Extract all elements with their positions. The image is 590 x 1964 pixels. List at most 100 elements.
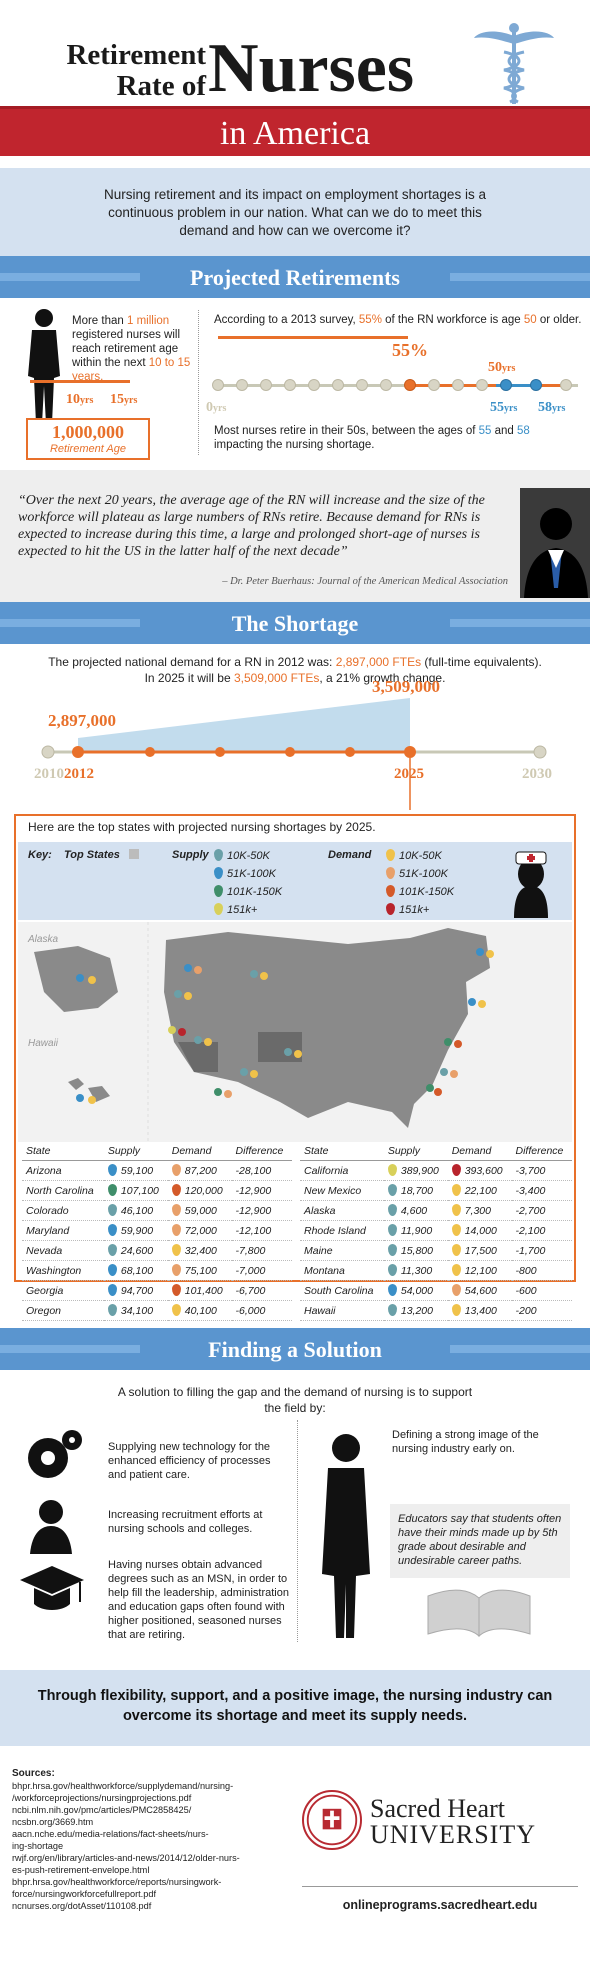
age-55-label: 55yrs [490, 400, 518, 415]
supply-value: 34,100 [120, 1305, 154, 1317]
graduation-cap-icon [20, 1566, 84, 1610]
yrs-10-label: 10yrs [66, 392, 94, 407]
source-line: aacn.nche.edu/media-relations/fact-sheet… [12, 1829, 209, 1839]
supply-pin-icon [107, 1164, 117, 1176]
year-2012-label: 2012 [64, 766, 94, 782]
difference-value: -28,100 [235, 1164, 272, 1177]
state-name: Maryland [26, 1224, 70, 1237]
source-line: rwjf.org/en/library/articles-and-news/20… [12, 1853, 240, 1863]
header: Retirement Rate of Nurses in America [0, 0, 590, 170]
supply-pin-icon [387, 1264, 397, 1276]
demand-pin-icon [171, 1304, 181, 1316]
solution-divider [297, 1420, 298, 1642]
title-big: Nurses [208, 30, 415, 107]
table-row: New Mexico 18,700 22,100 -3,400 [300, 1180, 572, 1201]
sources-heading: Sources: [12, 1768, 55, 1779]
nurse-silhouette-icon [28, 309, 60, 424]
supply-pin-icon [387, 1164, 397, 1176]
solution-item-recruitment: Increasing recruitment efforts at nursin… [108, 1509, 263, 1535]
demand-value: 101,400 [184, 1285, 223, 1297]
state-name: North Carolina [26, 1184, 94, 1197]
difference-value: -800 [515, 1264, 537, 1277]
demand-value: 75,100 [184, 1265, 217, 1277]
state-name: Colorado [26, 1204, 69, 1217]
supply-value: 18,700 [400, 1185, 433, 1197]
source-line: ncnurses.org/dotAsset/110108.pdf [12, 1901, 152, 1911]
million-nurses-text: More than 1 million registered nurses wi… [72, 315, 191, 383]
demand-value: 12,100 [464, 1265, 497, 1277]
shortage-section: The projected national demand for a RN i… [0, 650, 590, 820]
us-mainland-shape [164, 928, 490, 1128]
pct-bar [218, 336, 408, 339]
difference-value: -12,900 [235, 1204, 272, 1217]
solution-item-technology: Supplying new technology for the enhance… [108, 1441, 271, 1481]
hawaii-label: Hawaii [28, 1038, 59, 1049]
student-icon [30, 1500, 72, 1554]
table-row: Colorado 46,100 59,000 -12,900 [22, 1200, 292, 1221]
supply-pin-icon [107, 1244, 117, 1256]
demand-value: 40,100 [184, 1305, 217, 1317]
table-row: Georgia 94,700 101,400 -6,700 [22, 1280, 292, 1301]
survey-text: According to a 2013 survey, 55% of the R… [214, 314, 582, 326]
demand-pin-icon [451, 1184, 461, 1196]
demand-value: 22,100 [464, 1185, 497, 1197]
state-name: Maine [304, 1244, 333, 1257]
million-box: 1,000,000 Retirement Age [26, 418, 150, 460]
table-row: Arizona 59,100 87,200 -28,100 [22, 1160, 292, 1181]
table-row: North Carolina 107,100 120,000 -12,900 [22, 1180, 292, 1201]
table-row: Maryland 59,900 72,000 -12,100 [22, 1220, 292, 1241]
year-2025-label: 2025 [394, 766, 424, 782]
state-name: Rhode Island [304, 1224, 366, 1237]
alaska-shape [34, 946, 118, 1012]
supply-pin-icon [107, 1284, 117, 1296]
solution-item-degrees: Having nurses obtain advanced degrees su… [108, 1559, 289, 1641]
supply-pin-icon [107, 1304, 117, 1316]
retire-ages-text: Most nurses retire in their 50s, between… [214, 425, 530, 451]
age-timeline [218, 384, 578, 387]
caduceus-icon [474, 23, 554, 104]
supply-pin-icon [387, 1284, 397, 1296]
state-name: Hawaii [304, 1304, 336, 1317]
solution-section: A solution to filling the gap and the de… [0, 1384, 590, 1644]
state-name: Washington [26, 1264, 82, 1277]
map-pins [76, 948, 494, 1104]
source-line: es-push-retirement-envelope.html [12, 1865, 150, 1875]
solution-lead: A solution to filling the gap and the de… [117, 1385, 473, 1415]
state-name: Arizona [26, 1164, 62, 1177]
demand-pin-icon [171, 1204, 181, 1216]
university-word: UNIVERSITY [370, 1820, 536, 1849]
title-small: Retirement Rate of [66, 39, 206, 102]
open-book-icon [427, 1589, 531, 1638]
state-name: New Mexico [304, 1184, 362, 1197]
table-row: Nevada 24,600 32,400 -7,800 [22, 1240, 292, 1261]
supply-value: 15,800 [400, 1245, 433, 1257]
difference-value: -12,100 [235, 1224, 272, 1237]
year-2030-label: 2030 [522, 766, 552, 782]
demand-pin-icon [451, 1304, 461, 1316]
source-line: ncsbn.org/3669.htm [12, 1817, 94, 1827]
supply-value: 54,000 [400, 1285, 433, 1297]
table-row: Alaska 4,600 7,300 -2,700 [300, 1200, 572, 1221]
difference-value: -7,800 [235, 1244, 266, 1257]
section-heading-solution: Finding a Solution [0, 1328, 590, 1370]
supply-value: 46,100 [120, 1205, 154, 1217]
demand-pin-icon [451, 1204, 461, 1216]
growth-area [78, 698, 410, 752]
website-link[interactable]: onlineprograms.sacredheart.edu [342, 1898, 538, 1912]
state-name: Georgia [26, 1284, 64, 1297]
alaska-label: Alaska [27, 934, 58, 945]
demand-pin-icon [171, 1224, 181, 1236]
difference-value: -6,000 [235, 1304, 266, 1317]
age-58-dot [530, 379, 542, 391]
supply-pin-icon [387, 1204, 397, 1216]
demand-value: 87,200 [184, 1165, 217, 1177]
state-name: Montana [304, 1264, 345, 1277]
supply-pin-icon [107, 1184, 117, 1196]
difference-value: -200 [515, 1304, 537, 1317]
supply-value: 4,600 [400, 1205, 428, 1217]
state-name: Nevada [26, 1244, 63, 1257]
demand-value: 393,600 [464, 1165, 503, 1177]
demand-value: 120,000 [184, 1185, 223, 1197]
demand-growth-timeline: 2,897,000 3,509,000 2010 2012 2025 2030 [34, 680, 552, 810]
demand-value: 13,400 [464, 1305, 497, 1317]
